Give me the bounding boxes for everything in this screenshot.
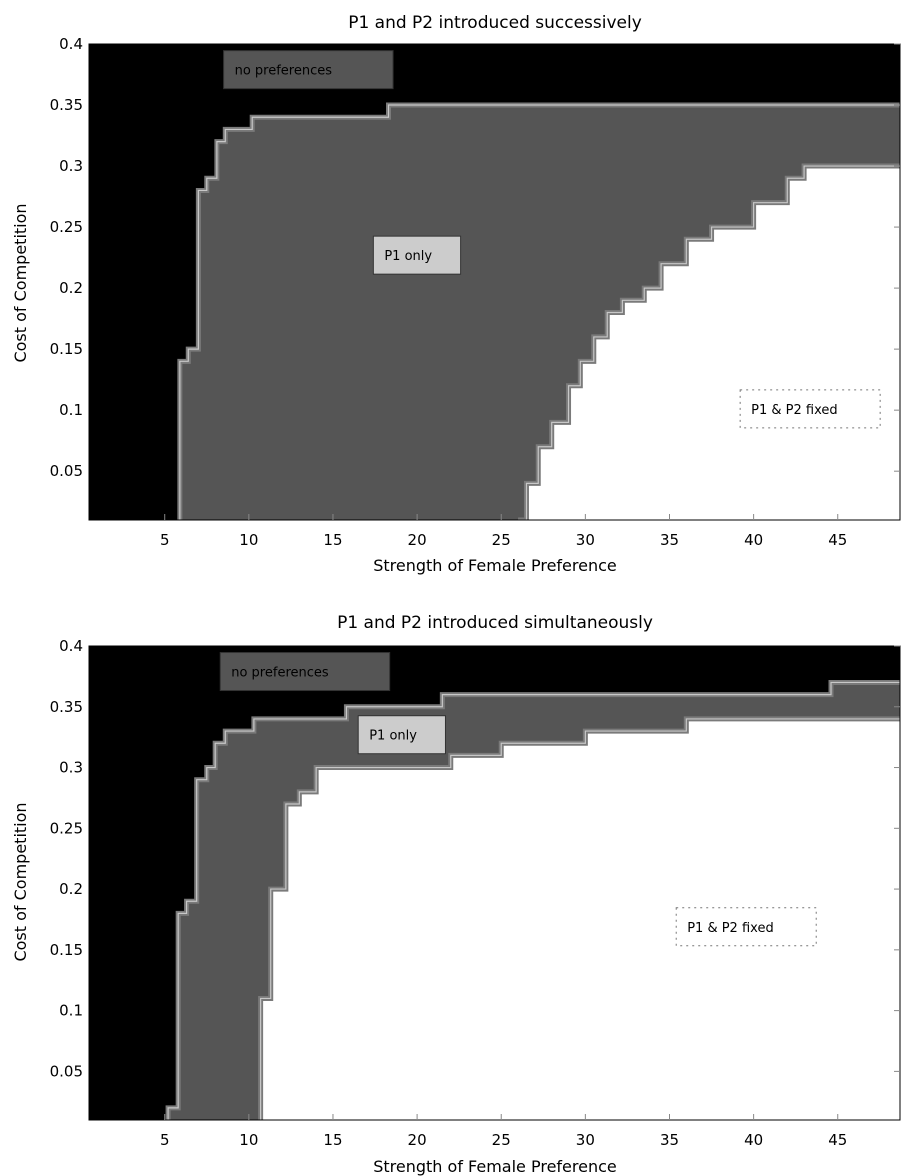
region-label: no preferences bbox=[231, 666, 329, 681]
region-label-box: no preferences bbox=[219, 652, 391, 692]
region-label-box: P1 only bbox=[372, 235, 462, 275]
y-axis-label: Cost of Competition bbox=[11, 203, 30, 362]
axes-frame bbox=[88, 645, 901, 1121]
y-tick-label: 0.3 bbox=[59, 759, 83, 777]
y-tick-label: 0.05 bbox=[50, 1062, 83, 1080]
y-tick-label: 0.15 bbox=[50, 340, 83, 358]
x-tick-label: 25 bbox=[492, 531, 511, 549]
y-tick-label: 0.4 bbox=[59, 35, 83, 53]
x-tick-label: 5 bbox=[160, 1131, 170, 1149]
region-p1-only bbox=[89, 646, 900, 1120]
y-axis-label: Cost of Competition bbox=[11, 802, 30, 961]
boundary-no-preferences-highlight bbox=[167, 681, 900, 1120]
boundary-no-preferences-highlight bbox=[179, 104, 900, 520]
x-tick-label: 20 bbox=[408, 1131, 427, 1149]
region-p1-only bbox=[89, 44, 900, 520]
region-label-box: no preferences bbox=[223, 50, 394, 90]
y-tick-label: 0.2 bbox=[59, 279, 83, 297]
region-label: P1 & P2 fixed bbox=[751, 403, 838, 418]
chart-title: P1 and P2 introduced successively bbox=[348, 13, 642, 33]
y-tick-label: 0.2 bbox=[59, 880, 83, 898]
region-label-box: P1 only bbox=[357, 715, 446, 755]
x-tick-label: 10 bbox=[239, 1131, 258, 1149]
region-label-bg bbox=[357, 715, 446, 755]
y-tick-label: 0.4 bbox=[59, 637, 83, 655]
region-label-bg bbox=[219, 652, 391, 692]
region-label-bg bbox=[223, 50, 394, 90]
x-tick-label: 35 bbox=[660, 531, 679, 549]
plot-area: no preferences P1 only P1 & P2 fixed bbox=[88, 645, 901, 1121]
chart-successive: P1 and P2 introduced successively no pre… bbox=[11, 13, 901, 575]
region-label: P1 only bbox=[384, 249, 432, 264]
y-tick-label: 0.05 bbox=[50, 462, 83, 480]
y-tick-label: 0.1 bbox=[59, 1002, 83, 1020]
y-tick-label: 0.35 bbox=[50, 96, 83, 114]
x-axis-label: Strength of Female Preference bbox=[373, 556, 617, 575]
x-tick-label: 20 bbox=[408, 531, 427, 549]
x-tick-label: 30 bbox=[576, 531, 595, 549]
chart-title: P1 and P2 introduced simultaneously bbox=[337, 613, 653, 633]
region-label: no preferences bbox=[235, 64, 333, 79]
region-label-bg bbox=[739, 389, 881, 429]
y-ticks: 0.05 0.1 0.15 0.2 0.25 0.3 0.35 0.4 bbox=[50, 637, 900, 1080]
y-ticks: 0.05 0.1 0.15 0.2 0.25 0.3 0.35 0.4 bbox=[50, 35, 900, 480]
chart-simultaneous: P1 and P2 introduced simultaneously no p… bbox=[11, 613, 901, 1176]
x-tick-label: 15 bbox=[323, 1131, 342, 1149]
region-no-preferences bbox=[89, 44, 900, 520]
boundary-p1-fixed-highlight bbox=[518, 165, 900, 520]
y-tick-label: 0.1 bbox=[59, 401, 83, 419]
x-tick-label: 40 bbox=[744, 1131, 763, 1149]
y-tick-label: 0.3 bbox=[59, 157, 83, 175]
x-tick-label: 45 bbox=[828, 531, 847, 549]
region-label-bg bbox=[675, 907, 817, 947]
x-tick-label: 30 bbox=[576, 1131, 595, 1149]
boundary-p1-fixed-highlight bbox=[260, 718, 900, 1120]
region-label: P1 only bbox=[369, 729, 417, 744]
region-label-box: P1 & P2 fixed bbox=[739, 389, 881, 429]
region-label: P1 & P2 fixed bbox=[687, 921, 774, 936]
y-tick-label: 0.15 bbox=[50, 941, 83, 959]
plot-area: no preferences P1 only P1 & P2 fixed bbox=[88, 43, 901, 521]
x-tick-label: 25 bbox=[492, 1131, 511, 1149]
y-tick-label: 0.35 bbox=[50, 698, 83, 716]
x-ticks: 5 10 15 20 25 30 35 40 45 bbox=[160, 1114, 847, 1149]
x-tick-label: 35 bbox=[660, 1131, 679, 1149]
region-label-box: P1 & P2 fixed bbox=[675, 907, 817, 947]
x-tick-label: 45 bbox=[828, 1131, 847, 1149]
x-axis-label: Strength of Female Preference bbox=[373, 1157, 617, 1176]
y-tick-label: 0.25 bbox=[50, 218, 83, 236]
region-label-bg bbox=[372, 235, 462, 275]
x-tick-label: 10 bbox=[239, 531, 258, 549]
x-tick-label: 5 bbox=[160, 531, 170, 549]
x-ticks: 5 10 15 20 25 30 35 40 45 bbox=[160, 514, 847, 549]
y-tick-label: 0.25 bbox=[50, 819, 83, 837]
x-tick-label: 40 bbox=[744, 531, 763, 549]
x-tick-label: 15 bbox=[323, 531, 342, 549]
axes-frame bbox=[88, 43, 901, 521]
